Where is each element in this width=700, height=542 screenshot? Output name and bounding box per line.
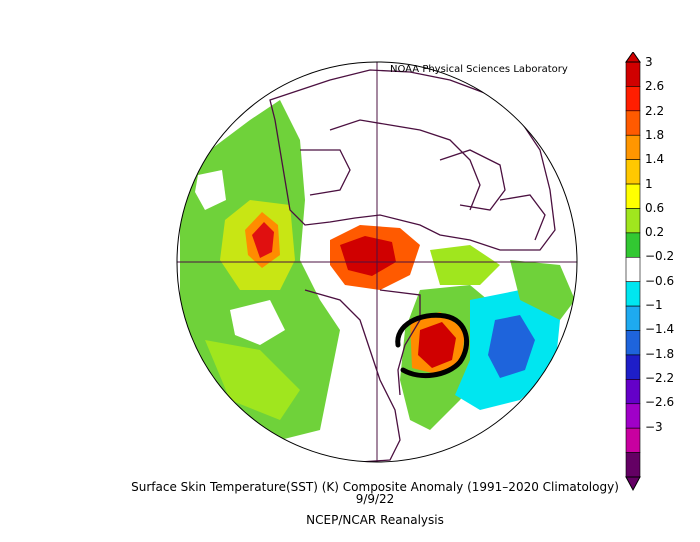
colorbar-tick-label: −0.6 (645, 273, 675, 288)
colorbar-segment (625, 305, 641, 331)
pacific-white-strip (230, 300, 285, 345)
north-atlantic-green (430, 245, 500, 285)
colorbar-tick-label: −1.4 (645, 322, 675, 337)
globe-outline (176, 61, 578, 463)
continent-outlines (269, 69, 556, 462)
colorbar-segment (625, 330, 641, 356)
pacific-light-green (205, 340, 300, 420)
colorbar-tick-label: 1 (645, 176, 653, 191)
colorbar-tick-label: 0.2 (645, 225, 665, 240)
colorbar-segment (625, 86, 641, 112)
colorbar-tick-label: −1.8 (645, 346, 675, 361)
atlantic-red-core (418, 322, 456, 368)
colorbar-segment (625, 110, 641, 136)
colorbar-tick-label: 2.6 (645, 79, 665, 94)
colorbar-tick-label: −1 (645, 298, 663, 312)
colorbar-segment (625, 183, 641, 209)
colorbar-segment (625, 134, 641, 160)
colorbar-tick-label: 3 (645, 55, 653, 69)
colorbar-top-arrow (625, 52, 641, 63)
colorbar-segment (625, 61, 641, 87)
pacific-red-core (252, 222, 274, 258)
highlight-circle (395, 312, 470, 378)
caption-date: 9/9/22 (355, 492, 395, 506)
colorbar (625, 52, 641, 492)
colorbar-segment (625, 159, 641, 185)
caption-title: Surface Skin Temperature(SST) (K) Compos… (131, 480, 619, 494)
caption-source: NCEP/NCAR Reanalysis (306, 513, 444, 527)
colorbar-bottom-arrow (625, 476, 641, 492)
colorbar-tick-label: 0.6 (645, 200, 665, 215)
colorbar-tick-label: 1.4 (645, 152, 665, 167)
colorbar-tick-label: −2.6 (645, 395, 675, 410)
colorbar-tick-label: 2.2 (645, 103, 665, 118)
colorbar-segment (625, 232, 641, 258)
colorbar-tick-label: −3 (645, 419, 663, 434)
pacific-white-patch (195, 170, 226, 210)
colorbar-segment (625, 256, 641, 283)
colorbar-segment (625, 403, 641, 429)
atlantic-blue-core (488, 315, 535, 378)
east-atlantic-green (510, 260, 575, 320)
arctic-red-core (340, 236, 396, 276)
colorbar-segment (625, 427, 641, 453)
colorbar-tick-label: −0.2 (645, 249, 675, 264)
colorbar-segment (625, 354, 641, 380)
credit-text: NOAA Physical Sciences Laboratory (390, 64, 568, 75)
colorbar-segment (625, 379, 641, 405)
colorbar-tick-label: −2.2 (645, 370, 675, 385)
colorbar-segment (625, 452, 641, 478)
colorbar-segment (625, 281, 641, 307)
colorbar-tick-label: 1.8 (645, 127, 665, 142)
colorbar-segment (625, 208, 641, 234)
